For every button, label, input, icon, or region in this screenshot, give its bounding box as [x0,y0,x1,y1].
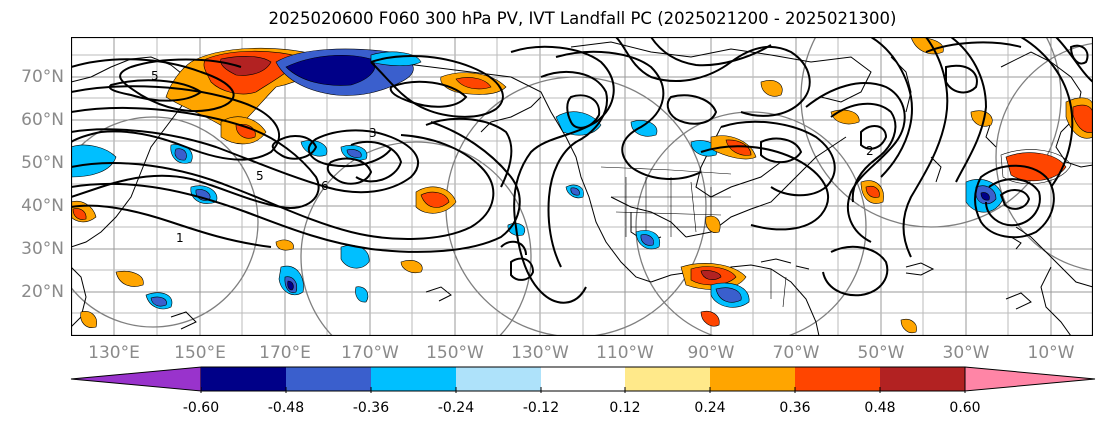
colorbar-tick-3: -0.36 [352,400,390,416]
lon-label-50w: 50°W [857,343,905,363]
pv-negative-bering-core [285,55,376,86]
pv-negative-subtrop-c-peak [287,280,294,291]
lon-label-70w: 70°W [772,343,820,363]
pv-negative-quebec [690,140,718,157]
contour-label-2: 2 [866,144,874,158]
colorbar-extend-low [70,366,202,392]
pv-negative-caribbean-core [715,287,742,303]
lon-label-110w: 110°W [596,343,654,363]
pv-positive-subtrop-a [275,239,294,251]
pv-positive-e-atlantic-s [900,319,917,334]
pv-positive-sw-corner [80,311,97,328]
lat-label-70n: 70°N [21,67,64,87]
ivt-contours [71,37,1093,304]
pv-positive-iceland [970,110,993,127]
colorbar-segment-2 [286,367,371,391]
pv-positive-gulf-ak-core [455,77,492,90]
pv-negative-west-trop-core [150,296,167,307]
colorbar [70,366,1096,393]
colorbar-tick-5: -0.12 [522,400,560,416]
colorbar-segment-5 [541,367,625,391]
pv-positive-ne-pacific-peak [220,56,272,76]
colorbar-extend-high [964,366,1096,392]
pv-positive-japan-s-core [72,208,87,220]
lon-label-90w: 90°W [687,343,735,363]
colorbar-segment-1 [201,367,286,391]
pv-positive-subtrop-d [400,260,423,274]
pv-negative-bc-2-core [570,187,580,196]
colorbar-tick-2: -0.48 [267,400,305,416]
lon-label-170w: 170°W [341,343,399,363]
pv-positive-n-atlantic-core [1000,149,1072,185]
pv-positive-texas [705,215,721,233]
pv-positive-central-pacific-core [420,191,450,208]
lon-label-130w: 130°W [511,343,569,363]
lat-label-40n: 40°N [21,196,64,216]
colorbar-segment-3 [371,367,456,391]
pv-positive-gulf-peak [700,270,722,280]
country-borders [600,166,787,308]
pv-positive-newfoundland-core [725,139,752,156]
colorbar-tick-10: 0.60 [949,400,981,416]
lat-label-20n: 20°N [21,282,64,302]
pv-negative-w-pacific-2-core [174,148,187,161]
map-title: 2025020600 F060 300 hPa PV, IVT Landfall… [268,9,897,28]
pv-positive-hudson [760,80,783,97]
contour-labels: 5 3 5 6 1 2 [151,69,874,245]
pv-negative-mexico-core [640,234,654,246]
colorbar-tick-7: 0.24 [694,400,726,416]
lon-label-150w: 150°W [426,343,484,363]
lon-label-130e: 130°E [88,343,140,363]
contour-label-6: 6 [321,179,329,193]
contour-label-3: 3 [369,126,377,140]
contour-label-5b: 5 [256,169,264,183]
contour-label-1: 1 [176,231,184,245]
pv-positive-europe-core [1072,104,1093,133]
colorbar-segment-7 [710,367,795,391]
pv-positive-west-trop [115,270,144,287]
colorbar-segment-4 [456,367,541,391]
pv-shading [71,37,1093,334]
contour-label-5a: 5 [151,69,159,83]
lon-label-10w: 10°W [1027,343,1075,363]
map-panel: 5 3 5 6 1 2 [71,37,1093,336]
colorbar-tick-6: 0.12 [609,400,641,416]
pv-positive-nw-atlantic-core [865,185,880,198]
islands [170,236,1032,330]
colorbar-tick-9: 0.48 [864,400,896,416]
pv-negative-subtrop-e [355,286,369,303]
colorbar-tick-4: -0.24 [437,400,475,416]
colorbar-tick-1: -0.60 [182,400,220,416]
colorbar-segment-9 [880,367,965,391]
colorbar-tick-8: 0.36 [779,400,811,416]
pv-positive-central-am [700,310,720,327]
lat-label-30n: 30°N [21,239,64,259]
map-frame [71,37,1093,336]
gridlines [71,37,1093,336]
lat-label-60n: 60°N [21,110,64,130]
colorbar-segment-8 [795,367,880,391]
lat-label-50n: 50°N [21,153,64,173]
pv-negative-azores-peak [980,192,990,201]
lon-label-150e: 150°E [174,343,226,363]
lon-label-170e: 170°E [259,343,311,363]
pv-negative-mid-pacific-2-core [346,149,362,158]
pv-negative-w-pacific [71,144,117,178]
lon-label-30w: 30°W [942,343,990,363]
colorbar-segment-6 [625,367,710,391]
